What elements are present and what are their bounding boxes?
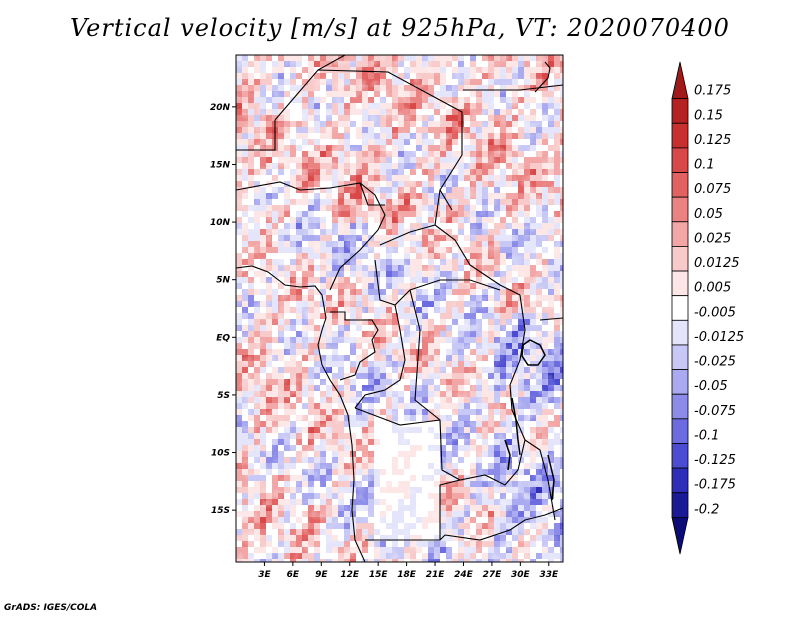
colorbar-label: -0.1 xyxy=(694,429,719,444)
colorbar-swatch xyxy=(671,443,689,469)
lat-axis: 20N 15N 10N 5N EQ 5S 10S 15S xyxy=(210,103,236,516)
sahel-borders xyxy=(236,181,386,291)
map-title: Vertical velocity [m/s] at 925hPa, VT: 2… xyxy=(70,14,730,42)
colorbar-swatch xyxy=(671,246,689,272)
lat-tick-label: EQ xyxy=(216,333,230,343)
lat-tick-label: 15N xyxy=(210,160,231,170)
colorbar-swatch xyxy=(671,221,689,247)
colorbar-swatch xyxy=(671,147,689,173)
map-frame xyxy=(235,54,564,563)
colorbar-swatch xyxy=(671,516,689,555)
colorbar-label: 0.1 xyxy=(694,158,715,173)
colorbar-label: -0.2 xyxy=(694,502,719,517)
colorbar-swatch xyxy=(671,369,689,395)
colorbar-label: -0.125 xyxy=(694,453,736,468)
northern-borders xyxy=(236,55,463,211)
colorbar-label: -0.175 xyxy=(694,478,736,493)
lon-tick-label: 27E xyxy=(483,570,503,580)
colorbar-swatch xyxy=(671,393,689,420)
colorbar-label: 0.15 xyxy=(694,108,723,123)
coastline xyxy=(236,265,366,562)
lon-tick-label: 3E xyxy=(258,570,271,580)
colorbar-label: 0.175 xyxy=(694,84,731,99)
velocity-field xyxy=(236,55,563,562)
colorbar-label: -0.005 xyxy=(694,305,736,320)
lon-tick-label: 18E xyxy=(397,570,417,580)
lon-tick-label: 6E xyxy=(287,570,300,580)
lat-tick-label: 10S xyxy=(211,449,230,459)
colorbar-swatch xyxy=(671,319,689,346)
colorbar-label: 0.075 xyxy=(694,182,731,197)
lon-tick-label: 33E xyxy=(539,570,559,580)
colorbar-label: 0.0125 xyxy=(694,256,740,271)
colorbar-swatch xyxy=(671,196,689,223)
colorbar-swatch xyxy=(671,492,689,518)
lat-tick-label: 15S xyxy=(211,506,230,516)
colorbar-swatch xyxy=(671,172,689,198)
colorbar-label: -0.075 xyxy=(694,404,736,419)
footer-credit: GrADS: IGES/COLA xyxy=(4,603,98,613)
lon-axis: 3E 6E 9E 12E 15E 18E 21E 24E 27E 30E 33E xyxy=(258,562,559,580)
colorbar-swatch xyxy=(671,418,689,444)
lon-tick-label: 12E xyxy=(340,570,360,580)
colorbar-swatch xyxy=(671,344,689,370)
colorbar-label: -0.0125 xyxy=(694,330,744,345)
lon-tick-label: 24E xyxy=(454,570,474,580)
red-sea-coast xyxy=(534,61,551,93)
lat-tick-label: 5N xyxy=(216,276,230,286)
lon-tick-label: 15E xyxy=(369,570,389,580)
congo-borders xyxy=(354,289,526,486)
colorbar-swatch xyxy=(671,295,689,321)
colorbar-swatch xyxy=(671,122,689,149)
colorbar-label: 0.025 xyxy=(694,231,731,246)
colorbar-swatch xyxy=(671,98,689,124)
lon-tick-label: 21E xyxy=(426,570,446,580)
colorbar-swatch xyxy=(671,61,689,100)
lat-tick-label: 10N xyxy=(210,218,231,228)
lon-tick-label: 30E xyxy=(511,570,531,580)
lon-tick-label: 9E xyxy=(315,570,328,580)
colorbar-label: -0.025 xyxy=(694,355,736,370)
colorbar-label: 0.005 xyxy=(694,281,731,296)
eastern-borders xyxy=(463,84,563,521)
boundaries-layer xyxy=(236,55,563,562)
lat-tick-label: 5S xyxy=(217,391,230,401)
colorbar-swatch xyxy=(671,270,689,297)
colorbar: 0.175 0.15 0.125 0.1 0.075 0.05 0.025 0.0125 0.0… xyxy=(671,61,744,555)
colorbar-swatch xyxy=(671,467,689,494)
central-borders xyxy=(330,189,521,381)
southern-borders xyxy=(365,479,563,541)
lat-tick-label: 20N xyxy=(210,103,231,113)
colorbar-label: 0.125 xyxy=(694,133,731,148)
colorbar-label: -0.05 xyxy=(694,379,728,394)
lake-outlines xyxy=(504,339,555,501)
colorbar-label: 0.05 xyxy=(694,207,723,222)
